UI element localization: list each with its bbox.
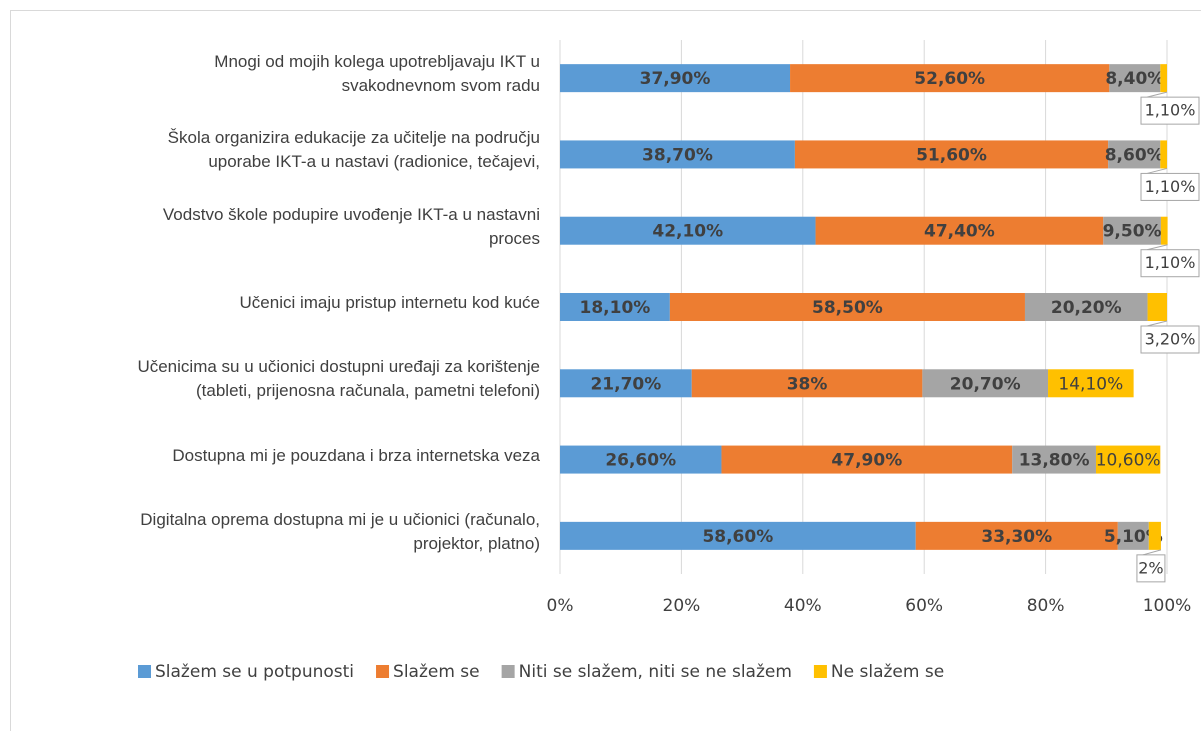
data-label: 38% <box>787 374 828 394</box>
bar-segment <box>560 140 795 169</box>
bar-segment <box>1160 64 1167 93</box>
data-label: 8,40% <box>1105 69 1164 89</box>
x-tick-label: 0% <box>547 596 574 616</box>
bar-segment <box>560 521 916 550</box>
bar-segment <box>1095 445 1161 474</box>
bar-segment <box>815 216 1104 245</box>
bar-segment <box>1048 369 1134 398</box>
bar-segment <box>1103 216 1161 245</box>
label-box <box>1140 249 1200 278</box>
bar-segment <box>790 64 1110 93</box>
data-label: 20,70% <box>950 374 1021 394</box>
category-label: Učenicima su u učionici dostupni uređaji… <box>137 357 540 401</box>
data-label: 1,10% <box>1145 253 1196 272</box>
chart-border <box>10 10 1201 731</box>
category-label: Mnogi od mojih kolega upotrebljavaju IKT… <box>214 52 540 96</box>
bar-segment <box>691 369 923 398</box>
leader-line <box>1146 244 1168 251</box>
bar-segment <box>1160 216 1168 245</box>
data-label: 26,60% <box>605 451 676 471</box>
data-label: 10,60% <box>1096 451 1161 471</box>
data-label: 2% <box>1138 558 1163 577</box>
bar-segment <box>721 445 1013 474</box>
data-label: 8,60% <box>1105 145 1164 165</box>
x-tick-label: 20% <box>663 596 701 616</box>
legend-swatch <box>501 665 515 678</box>
legend-swatch <box>376 665 390 678</box>
bar-segment <box>560 445 722 474</box>
legend-label: Slažem se <box>393 662 480 682</box>
bar-segment <box>560 64 791 93</box>
leader-line <box>1146 91 1168 98</box>
x-tick-label: 80% <box>1027 596 1065 616</box>
legend-label: Slažem se u potpunosti <box>155 662 354 682</box>
label-box <box>1140 172 1200 201</box>
category-label: Dostupna mi je pouzdana i brza internets… <box>172 445 540 465</box>
data-label: 58,50% <box>812 298 883 318</box>
data-label: 47,40% <box>924 222 995 242</box>
data-label: 52,60% <box>914 69 985 89</box>
legend-swatch <box>813 665 827 678</box>
data-label: 14,10% <box>1058 374 1123 394</box>
label-box <box>1140 96 1200 125</box>
data-label: 13,80% <box>1019 451 1090 471</box>
category-label: Vodstvo škole podupire uvođenje IKT-a u … <box>162 204 540 248</box>
data-label: 33,30% <box>981 527 1052 547</box>
data-label: 21,70% <box>590 374 661 394</box>
bar-segment <box>669 293 1025 321</box>
legend-label: Ne slažem se <box>831 662 944 682</box>
bar-segment <box>1108 140 1161 169</box>
bar-segment <box>1147 293 1167 321</box>
bar-segment <box>1160 140 1167 169</box>
leader-line <box>1142 549 1162 556</box>
category-label: Digitalna oprema dostupna mi je u učioni… <box>140 509 540 553</box>
bar-segment <box>560 216 816 245</box>
data-label: 3,20% <box>1145 330 1196 349</box>
legend-label: Niti se slažem, niti se ne slažem <box>519 662 792 682</box>
category-label: Škola organizira edukacije za učitelje n… <box>167 128 540 172</box>
data-label: 9,50% <box>1103 222 1162 242</box>
legend-swatch <box>138 665 151 678</box>
x-tick-label: 60% <box>905 596 943 616</box>
data-label: 58,60% <box>702 527 773 547</box>
bar-segment <box>560 293 670 321</box>
bar-segment <box>794 140 1109 169</box>
bar-segment <box>915 521 1118 550</box>
bar-segment <box>1024 293 1148 321</box>
bar-segment <box>1117 521 1149 550</box>
leader-line <box>1146 320 1168 327</box>
x-tick-label: 40% <box>784 596 822 616</box>
label-box <box>1140 325 1200 354</box>
leader-line <box>1146 167 1168 174</box>
bar-segment <box>922 369 1049 398</box>
data-label: 47,90% <box>831 451 902 471</box>
data-label: 1,10% <box>1145 101 1196 120</box>
bar-segment <box>560 369 692 398</box>
category-label: Učenici imaju pristup internetu kod kuće <box>239 293 540 312</box>
data-label: 18,10% <box>580 298 651 318</box>
data-label: 5,10% <box>1104 527 1163 547</box>
data-label: 38,70% <box>642 145 713 165</box>
bar-segment <box>1012 445 1096 474</box>
data-label: 20,20% <box>1051 298 1122 318</box>
data-label: 37,90% <box>640 69 711 89</box>
label-box <box>1136 554 1166 583</box>
data-label: 1,10% <box>1145 177 1196 196</box>
bar-segment <box>1109 64 1161 93</box>
bar-segment <box>1148 521 1161 550</box>
data-label: 42,10% <box>652 222 723 242</box>
x-tick-label: 100% <box>1143 596 1192 616</box>
data-label: 51,60% <box>916 145 987 165</box>
